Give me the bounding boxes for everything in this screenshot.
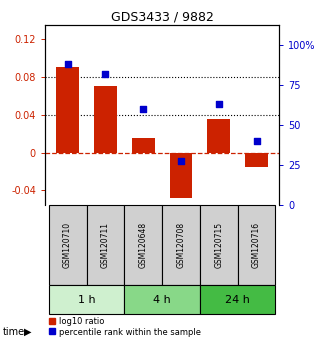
Bar bbox=[207, 119, 230, 153]
Bar bbox=[170, 153, 192, 198]
Legend: log10 ratio, percentile rank within the sample: log10 ratio, percentile rank within the … bbox=[49, 317, 201, 337]
Text: time: time bbox=[3, 327, 25, 337]
Text: 4 h: 4 h bbox=[153, 295, 171, 304]
FancyBboxPatch shape bbox=[87, 205, 124, 285]
Point bbox=[178, 159, 184, 164]
FancyBboxPatch shape bbox=[124, 205, 162, 285]
Point bbox=[141, 106, 146, 112]
Title: GDS3433 / 9882: GDS3433 / 9882 bbox=[111, 11, 213, 24]
Text: GSM120648: GSM120648 bbox=[139, 222, 148, 268]
Text: GSM120710: GSM120710 bbox=[63, 222, 72, 268]
FancyBboxPatch shape bbox=[49, 205, 87, 285]
FancyBboxPatch shape bbox=[238, 205, 275, 285]
Bar bbox=[132, 138, 154, 153]
Point bbox=[254, 138, 259, 143]
Point bbox=[216, 101, 221, 107]
Text: GSM120711: GSM120711 bbox=[101, 222, 110, 268]
Text: 1 h: 1 h bbox=[78, 295, 95, 304]
FancyBboxPatch shape bbox=[162, 205, 200, 285]
Bar bbox=[245, 153, 268, 167]
FancyBboxPatch shape bbox=[49, 285, 124, 314]
Bar bbox=[94, 86, 117, 153]
Bar bbox=[56, 67, 79, 153]
Point bbox=[103, 71, 108, 76]
Text: 24 h: 24 h bbox=[225, 295, 250, 304]
Text: GSM120716: GSM120716 bbox=[252, 222, 261, 268]
Text: GSM120708: GSM120708 bbox=[177, 222, 186, 268]
FancyBboxPatch shape bbox=[200, 205, 238, 285]
Point bbox=[65, 61, 70, 67]
Text: ▶: ▶ bbox=[24, 327, 31, 337]
FancyBboxPatch shape bbox=[200, 285, 275, 314]
Text: GSM120715: GSM120715 bbox=[214, 222, 223, 268]
FancyBboxPatch shape bbox=[124, 285, 200, 314]
